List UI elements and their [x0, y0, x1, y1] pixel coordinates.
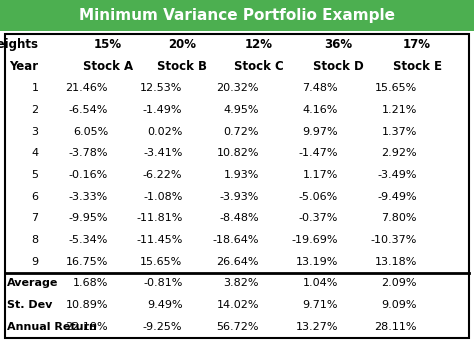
- Text: Average: Average: [7, 278, 58, 288]
- Text: 20%: 20%: [168, 39, 196, 51]
- Text: -0.16%: -0.16%: [69, 170, 108, 180]
- Text: -0.37%: -0.37%: [299, 213, 338, 223]
- Text: 9: 9: [31, 257, 38, 267]
- Text: 16.75%: 16.75%: [66, 257, 108, 267]
- Text: 13.18%: 13.18%: [374, 257, 417, 267]
- Text: 2: 2: [31, 105, 38, 115]
- Text: 9.71%: 9.71%: [302, 300, 338, 310]
- Text: 7.48%: 7.48%: [302, 83, 338, 93]
- Text: -11.81%: -11.81%: [136, 213, 182, 223]
- Text: Stock D: Stock D: [313, 60, 364, 73]
- Text: 6.05%: 6.05%: [73, 127, 108, 137]
- Text: Stock C: Stock C: [234, 60, 284, 73]
- Text: 10.82%: 10.82%: [217, 148, 259, 158]
- Text: 3.82%: 3.82%: [224, 278, 259, 288]
- Text: 4.16%: 4.16%: [303, 105, 338, 115]
- Text: St. Dev: St. Dev: [7, 300, 52, 310]
- Text: 1.17%: 1.17%: [303, 170, 338, 180]
- Text: 2.09%: 2.09%: [382, 278, 417, 288]
- Text: -3.41%: -3.41%: [143, 148, 182, 158]
- Text: 2.92%: 2.92%: [382, 148, 417, 158]
- Text: Year: Year: [9, 60, 38, 73]
- Text: 0.72%: 0.72%: [224, 127, 259, 137]
- Text: 28.11%: 28.11%: [374, 322, 417, 332]
- Text: 12%: 12%: [245, 39, 273, 51]
- Text: 22.19%: 22.19%: [65, 322, 108, 332]
- Text: -3.78%: -3.78%: [69, 148, 108, 158]
- Text: 13.19%: 13.19%: [296, 257, 338, 267]
- Text: -5.06%: -5.06%: [299, 192, 338, 202]
- Text: 15%: 15%: [94, 39, 122, 51]
- Text: 9.97%: 9.97%: [302, 127, 338, 137]
- Text: 1.93%: 1.93%: [224, 170, 259, 180]
- Text: 20.32%: 20.32%: [217, 83, 259, 93]
- Text: Annual Return: Annual Return: [7, 322, 97, 332]
- Text: 12.53%: 12.53%: [140, 83, 182, 93]
- Text: -3.33%: -3.33%: [69, 192, 108, 202]
- Text: -6.54%: -6.54%: [69, 105, 108, 115]
- Text: 4.95%: 4.95%: [224, 105, 259, 115]
- Text: 7.80%: 7.80%: [382, 213, 417, 223]
- Text: 8: 8: [31, 235, 38, 245]
- Text: -10.37%: -10.37%: [371, 235, 417, 245]
- Text: 1: 1: [31, 83, 38, 93]
- Text: -0.81%: -0.81%: [143, 278, 182, 288]
- Text: 14.02%: 14.02%: [217, 300, 259, 310]
- Text: -9.49%: -9.49%: [377, 192, 417, 202]
- Text: 0.02%: 0.02%: [147, 127, 182, 137]
- Text: 4: 4: [31, 148, 38, 158]
- Text: 1.37%: 1.37%: [382, 127, 417, 137]
- Text: 15.65%: 15.65%: [140, 257, 182, 267]
- Text: -1.49%: -1.49%: [143, 105, 182, 115]
- Text: -5.34%: -5.34%: [69, 235, 108, 245]
- Text: 26.64%: 26.64%: [217, 257, 259, 267]
- Text: -9.95%: -9.95%: [69, 213, 108, 223]
- Text: 9.09%: 9.09%: [382, 300, 417, 310]
- Text: -1.47%: -1.47%: [299, 148, 338, 158]
- Text: 9.49%: 9.49%: [147, 300, 182, 310]
- Text: 3: 3: [31, 127, 38, 137]
- Text: 21.46%: 21.46%: [65, 83, 108, 93]
- Text: -3.49%: -3.49%: [377, 170, 417, 180]
- Text: 56.72%: 56.72%: [217, 322, 259, 332]
- Text: 6: 6: [31, 192, 38, 202]
- Text: -3.93%: -3.93%: [219, 192, 259, 202]
- Text: Stock E: Stock E: [392, 60, 441, 73]
- Text: -1.08%: -1.08%: [143, 192, 182, 202]
- Text: Minimum Variance Portfolio Example: Minimum Variance Portfolio Example: [79, 8, 395, 23]
- Text: 15.65%: 15.65%: [375, 83, 417, 93]
- Text: 13.27%: 13.27%: [295, 322, 338, 332]
- Text: 1.21%: 1.21%: [382, 105, 417, 115]
- Text: -11.45%: -11.45%: [136, 235, 182, 245]
- Text: -6.22%: -6.22%: [143, 170, 182, 180]
- Text: -9.25%: -9.25%: [143, 322, 182, 332]
- Text: Weights: Weights: [0, 39, 38, 51]
- Text: Stock A: Stock A: [83, 60, 133, 73]
- Text: 17%: 17%: [403, 39, 431, 51]
- Text: 1.68%: 1.68%: [73, 278, 108, 288]
- Text: -18.64%: -18.64%: [212, 235, 259, 245]
- Text: 1.04%: 1.04%: [303, 278, 338, 288]
- Text: 36%: 36%: [324, 39, 352, 51]
- Text: 10.89%: 10.89%: [65, 300, 108, 310]
- Text: 7: 7: [31, 213, 38, 223]
- Text: -19.69%: -19.69%: [292, 235, 338, 245]
- Text: -8.48%: -8.48%: [219, 213, 259, 223]
- Text: 5: 5: [31, 170, 38, 180]
- Text: Stock B: Stock B: [157, 60, 208, 73]
